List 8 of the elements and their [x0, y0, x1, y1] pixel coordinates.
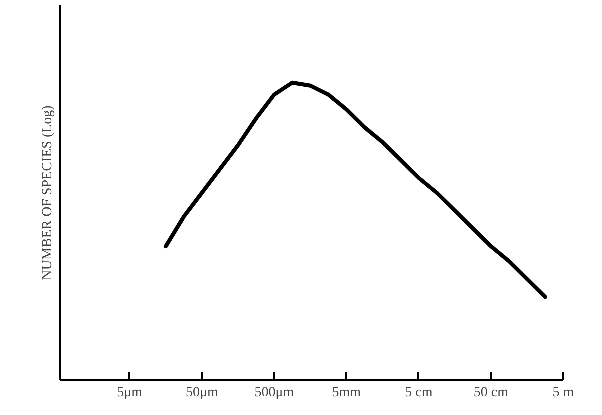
x-tick-label: 5 m	[552, 386, 574, 400]
x-tick-label: 5 cm	[405, 386, 433, 400]
y-axis-title: NUMBER OF SPECIES (Log)	[40, 105, 56, 280]
x-tick-label: 50 cm	[474, 386, 509, 400]
x-tick-label: 500μm	[254, 386, 294, 400]
x-tick-label: 50μm	[186, 386, 218, 400]
x-tick-label: 5μm	[117, 386, 143, 400]
x-tick-label: 5mm	[332, 386, 362, 400]
